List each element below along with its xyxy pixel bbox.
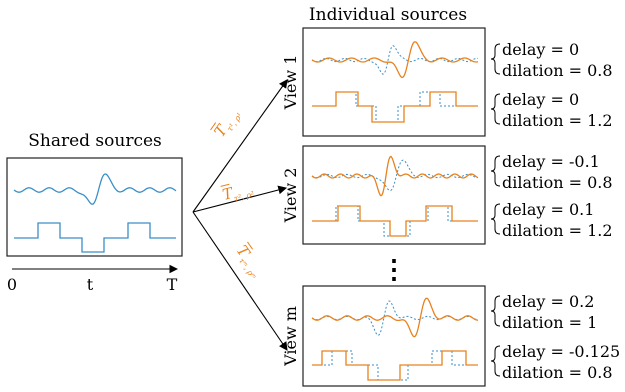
view-m-params-a: delay = 0.2 dilation = 1 [490,292,597,332]
brace-icon [490,295,501,327]
view-1-transformed-step [312,91,478,123]
view-2-transformed-step [312,205,478,237]
view-1-label: View 1 [281,55,300,111]
ellipsis: ⋮ [381,255,407,285]
view-m-label: View m [281,306,300,367]
view-m-delay-a: delay = 0.2 [502,292,594,311]
shared-sources-box [6,157,183,257]
view-2-dilation-a: dilation = 0.8 [502,173,613,192]
view-2-dilation-b: dilation = 1.2 [502,221,613,240]
operator-label-2: T τ², ρ² [220,183,255,204]
operator-1-sub: τ¹, ρ¹ [225,111,244,133]
view-1-transformed-wave [311,41,479,79]
operator-m-arrow-icon [247,241,254,250]
view-1-delay-a: delay = 0 [502,40,579,59]
view-2-box [302,145,486,245]
operator-1-arrow-icon [210,122,217,131]
view-m-dilation-b: dilation = 0.8 [502,363,613,382]
brace-icon [490,155,501,187]
time-axis-end: T [167,275,178,294]
transform-arrow-m [192,211,288,351]
shared-sources-title: Shared sources [28,131,162,151]
view-1-box [302,27,486,137]
transform-arrow-1 [192,79,288,213]
view-1-delay-b: delay = 0 [502,90,579,109]
brace-icon [490,93,501,125]
view-m-transformed-step [312,350,478,381]
operator-2-arrow-icon [220,183,230,187]
view-2-params-b: delay = 0.1 dilation = 1.2 [490,200,613,240]
view-1-params-b: delay = 0 dilation = 1.2 [490,90,613,130]
view-2-delay-b: delay = 0.1 [502,200,594,219]
shared-step-signal [14,222,176,253]
view-1-params-a: delay = 0 dilation = 0.8 [490,40,613,80]
view-2-params-a: delay = -0.1 dilation = 0.8 [490,152,613,192]
individual-sources-title: Individual sources [309,5,467,25]
brace-icon [490,345,501,377]
brace-icon [490,203,501,235]
view-m-params-b: delay = -0.125 dilation = 0.8 [490,342,620,382]
view-2-transformed-wave [311,155,479,197]
operator-2-sub: τ², ρ² [233,190,255,204]
view-1-dilation-b: dilation = 1.2 [502,111,613,130]
view-m-box [302,285,486,387]
view-m-dilation-a: dilation = 1 [502,313,597,332]
view-m-shared-step [312,350,478,381]
transform-arrow-2 [192,185,288,213]
view-2-label: View 2 [281,168,300,224]
view-2-delay-a: delay = -0.1 [502,152,600,171]
view-m-delay-b: delay = -0.125 [502,342,620,361]
view-1-shared-wave [311,45,479,75]
shared-wave-signal [13,173,177,205]
view-m-transformed-wave [311,297,479,338]
view-2-shared-wave [311,159,479,192]
operator-m-sub: τᵐ, ρᵐ [237,256,258,281]
time-axis-start: 0 [7,275,17,294]
view-1-dilation-a: dilation = 0.8 [502,61,613,80]
operator-label-1: T τ¹, ρ¹ [210,111,244,140]
time-axis-mid: t [87,275,94,294]
brace-icon [490,43,501,75]
view-1-shared-step [312,91,478,123]
